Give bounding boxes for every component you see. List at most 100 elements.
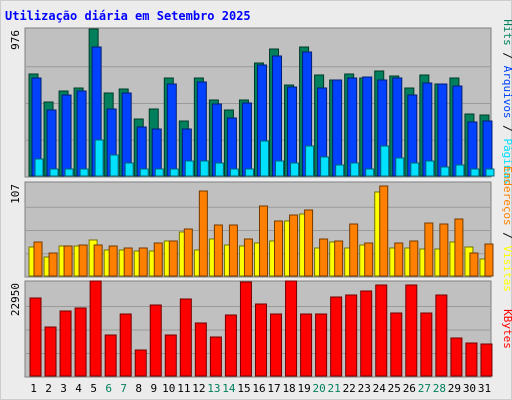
x-tick-label: 28 — [433, 382, 446, 395]
bar — [305, 145, 315, 177]
bar — [349, 223, 359, 277]
series-páginas — [34, 139, 495, 177]
bar — [29, 297, 42, 377]
bar — [213, 224, 223, 277]
x-tick-label: 15 — [237, 382, 250, 395]
bar — [168, 240, 178, 277]
bar — [334, 240, 344, 277]
legend-separator: / — [501, 226, 512, 246]
bar — [290, 162, 300, 177]
bar — [183, 228, 193, 277]
bar — [485, 168, 495, 177]
bar — [319, 238, 329, 277]
x-tick-label: 27 — [418, 382, 431, 395]
bar — [63, 245, 73, 277]
bar — [226, 117, 237, 177]
bar — [119, 313, 132, 377]
bar — [108, 245, 118, 277]
bar — [79, 168, 89, 177]
bar — [124, 162, 134, 177]
bar — [64, 168, 74, 177]
bar — [424, 222, 434, 277]
bar — [405, 284, 418, 377]
bar — [89, 280, 102, 377]
bar — [49, 168, 59, 177]
bar — [347, 77, 358, 177]
x-tick-label: 14 — [222, 382, 236, 395]
bar — [364, 242, 374, 277]
bar — [228, 224, 238, 277]
bar — [362, 76, 373, 177]
bar — [229, 168, 239, 177]
x-tick-label: 5 — [90, 382, 97, 395]
x-tick-label: 6 — [105, 382, 112, 395]
x-tick-label: 10 — [162, 382, 175, 395]
x-tick-label: 25 — [388, 382, 401, 395]
bar — [179, 298, 192, 377]
bar — [94, 139, 104, 177]
series-kbytes — [29, 280, 493, 377]
bar — [315, 313, 328, 377]
legend-label: Endereços — [501, 166, 512, 226]
bar — [241, 102, 252, 177]
bar — [164, 334, 177, 377]
legend-label: Arquivos — [501, 66, 512, 119]
bar — [409, 240, 419, 277]
bar — [93, 244, 103, 277]
y-max-label: 107 — [9, 184, 22, 204]
x-tick-label: 13 — [207, 382, 220, 395]
bar — [275, 160, 285, 177]
legend-label: Visitas — [501, 246, 512, 292]
legend-label: Hits — [501, 19, 512, 46]
x-tick-label: 7 — [120, 382, 127, 395]
legend-entry: KBytes — [501, 309, 512, 349]
bar — [454, 218, 464, 277]
legend-entry: Endereços / Visitas — [501, 166, 512, 292]
legend-label: KBytes — [501, 309, 512, 349]
bar — [270, 313, 283, 377]
bar — [244, 168, 254, 177]
bar — [289, 214, 299, 277]
x-tick-label: 22 — [343, 382, 356, 395]
bar — [134, 349, 147, 377]
bar — [169, 168, 179, 177]
bar — [450, 337, 463, 377]
x-tick-label: 18 — [282, 382, 295, 395]
x-tick-label: 11 — [177, 382, 190, 395]
bar — [199, 160, 209, 177]
top-panel: 976 — [9, 27, 495, 178]
bar — [332, 79, 343, 177]
series-visitas — [28, 191, 489, 277]
x-tick-label: 19 — [297, 382, 310, 395]
x-tick-label: 29 — [448, 382, 461, 395]
bar — [184, 160, 194, 177]
bar — [214, 162, 224, 177]
x-tick-label: 20 — [313, 382, 326, 395]
bar — [360, 290, 373, 377]
bar — [420, 312, 433, 377]
bar — [104, 334, 117, 377]
bar — [139, 168, 149, 177]
bar — [48, 252, 58, 277]
x-tick-label: 12 — [192, 382, 205, 395]
bar — [109, 154, 119, 177]
bar — [78, 244, 88, 277]
bar — [254, 303, 267, 377]
x-axis-labels: 1 2 3 4 5 6 7 8 9 10 11 12 13 14 15 16 17 18 19 20 21 22 23 24 2… — [30, 382, 491, 395]
bar — [435, 294, 448, 377]
x-tick-label: 1 — [30, 382, 37, 395]
bar — [394, 242, 404, 277]
bar — [258, 205, 268, 277]
legend-separator: / — [501, 119, 512, 139]
bar — [335, 164, 345, 177]
x-tick-label: 16 — [252, 382, 265, 395]
bottom-panel: 22950 — [9, 280, 493, 378]
bar — [243, 238, 253, 277]
bar — [34, 158, 44, 177]
bar — [274, 220, 284, 277]
bar — [123, 247, 133, 277]
bar — [375, 284, 388, 377]
